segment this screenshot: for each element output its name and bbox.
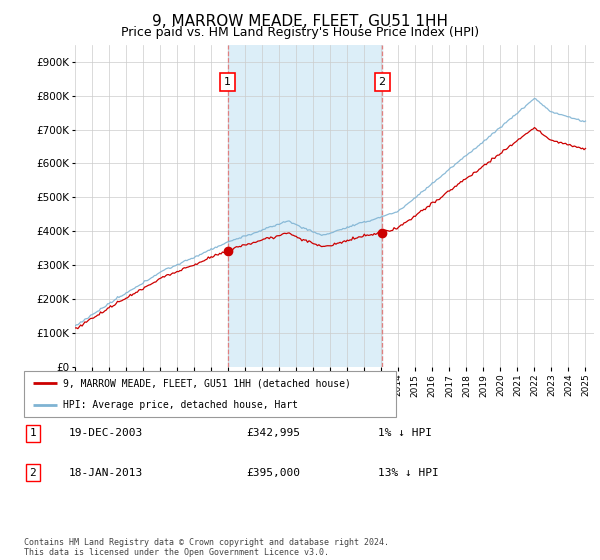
Text: 1: 1 [29, 428, 37, 438]
Text: HPI: Average price, detached house, Hart: HPI: Average price, detached house, Hart [63, 400, 298, 410]
Text: Price paid vs. HM Land Registry's House Price Index (HPI): Price paid vs. HM Land Registry's House … [121, 26, 479, 39]
Text: 1: 1 [224, 77, 231, 87]
Bar [227, 45, 382, 367]
Text: 19-DEC-2003: 19-DEC-2003 [69, 428, 143, 438]
Text: 2: 2 [29, 468, 37, 478]
Text: £395,000: £395,000 [246, 468, 300, 478]
Text: 13% ↓ HPI: 13% ↓ HPI [378, 468, 439, 478]
Text: 2: 2 [379, 77, 386, 87]
Text: 9, MARROW MEADE, FLEET, GU51 1HH: 9, MARROW MEADE, FLEET, GU51 1HH [152, 14, 448, 29]
Text: 18-JAN-2013: 18-JAN-2013 [69, 468, 143, 478]
Text: £342,995: £342,995 [246, 428, 300, 438]
Text: Contains HM Land Registry data © Crown copyright and database right 2024.
This d: Contains HM Land Registry data © Crown c… [24, 538, 389, 557]
Text: 1% ↓ HPI: 1% ↓ HPI [378, 428, 432, 438]
Text: 9, MARROW MEADE, FLEET, GU51 1HH (detached house): 9, MARROW MEADE, FLEET, GU51 1HH (detach… [63, 378, 351, 388]
